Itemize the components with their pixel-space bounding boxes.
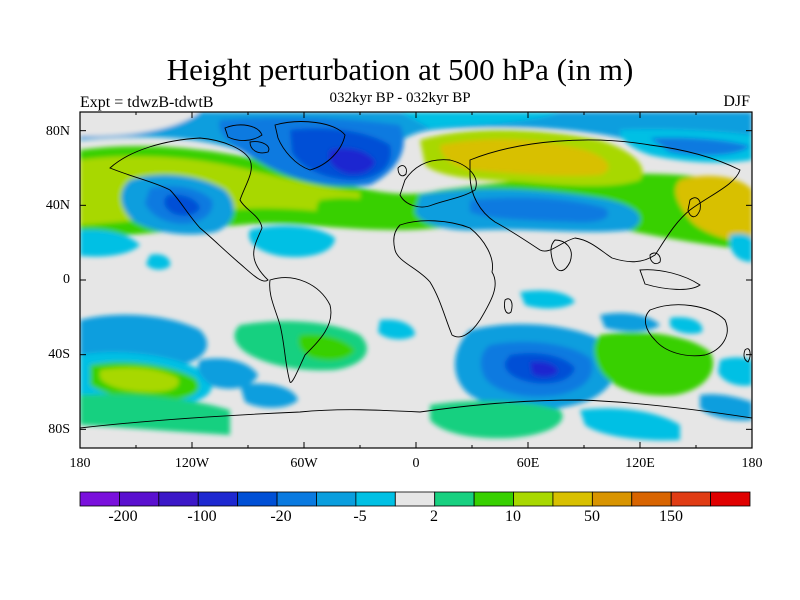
colorbar-swatch bbox=[591, 491, 633, 507]
colorbar-swatch bbox=[394, 491, 436, 507]
colorbar-label: -100 bbox=[187, 508, 217, 525]
season-label: DJF bbox=[723, 93, 750, 110]
lon-tick-180-right: 180 bbox=[741, 456, 763, 471]
colorbar-label: 10 bbox=[505, 508, 521, 525]
colorbar-swatch bbox=[237, 491, 278, 507]
lon-tick-60E: 60E bbox=[516, 456, 540, 471]
colorbar-swatch bbox=[710, 491, 751, 507]
lon-tick-120E: 120E bbox=[625, 456, 655, 471]
colorbar-swatch bbox=[158, 491, 199, 507]
colorbar-label: -20 bbox=[270, 508, 292, 525]
lon-tick-0: 0 bbox=[412, 456, 420, 471]
colorbar-swatch bbox=[513, 491, 554, 507]
contour-fields bbox=[80, 112, 752, 441]
colorbar-swatch bbox=[276, 491, 317, 507]
lat-tick-40S: 40S bbox=[48, 347, 70, 362]
colorbar-label: 2 bbox=[430, 508, 438, 525]
colorbar-label: 50 bbox=[584, 508, 600, 525]
experiment-label: Expt = tdwzB-tdwtB bbox=[80, 94, 214, 111]
lon-tick-60W: 60W bbox=[290, 456, 318, 471]
plot-title: Height perturbation at 500 hPa (in m) bbox=[166, 52, 634, 87]
lat-tick-80S: 80S bbox=[48, 422, 70, 437]
colorbar-label: 150 bbox=[659, 508, 683, 525]
colorbar-swatch bbox=[473, 491, 514, 507]
colorbar-swatch bbox=[434, 491, 475, 507]
colorbar-swatch bbox=[119, 491, 160, 507]
axis-ticks bbox=[79, 112, 753, 448]
lon-tick-120W: 120W bbox=[174, 456, 210, 471]
lon-tick-180-left: 180 bbox=[69, 456, 91, 471]
coastlines bbox=[80, 121, 752, 429]
lat-tick-0: 0 bbox=[63, 272, 70, 287]
colorbar-label: -5 bbox=[353, 508, 367, 525]
colorbar-swatch bbox=[316, 491, 357, 507]
colorbar-label: -200 bbox=[108, 508, 138, 525]
colorbar-swatch bbox=[631, 491, 672, 507]
colorbar-swatch bbox=[670, 491, 711, 507]
lat-tick-80N: 80N bbox=[45, 124, 70, 139]
colorbar bbox=[79, 491, 751, 507]
colorbar-swatch bbox=[355, 491, 396, 507]
colorbar-swatch bbox=[79, 491, 120, 507]
period-label: 032kyr BP - 032kyr BP bbox=[329, 90, 471, 106]
colorbar-swatch bbox=[197, 491, 239, 507]
lat-tick-40N: 40N bbox=[45, 198, 70, 213]
colorbar-swatch bbox=[552, 491, 593, 507]
